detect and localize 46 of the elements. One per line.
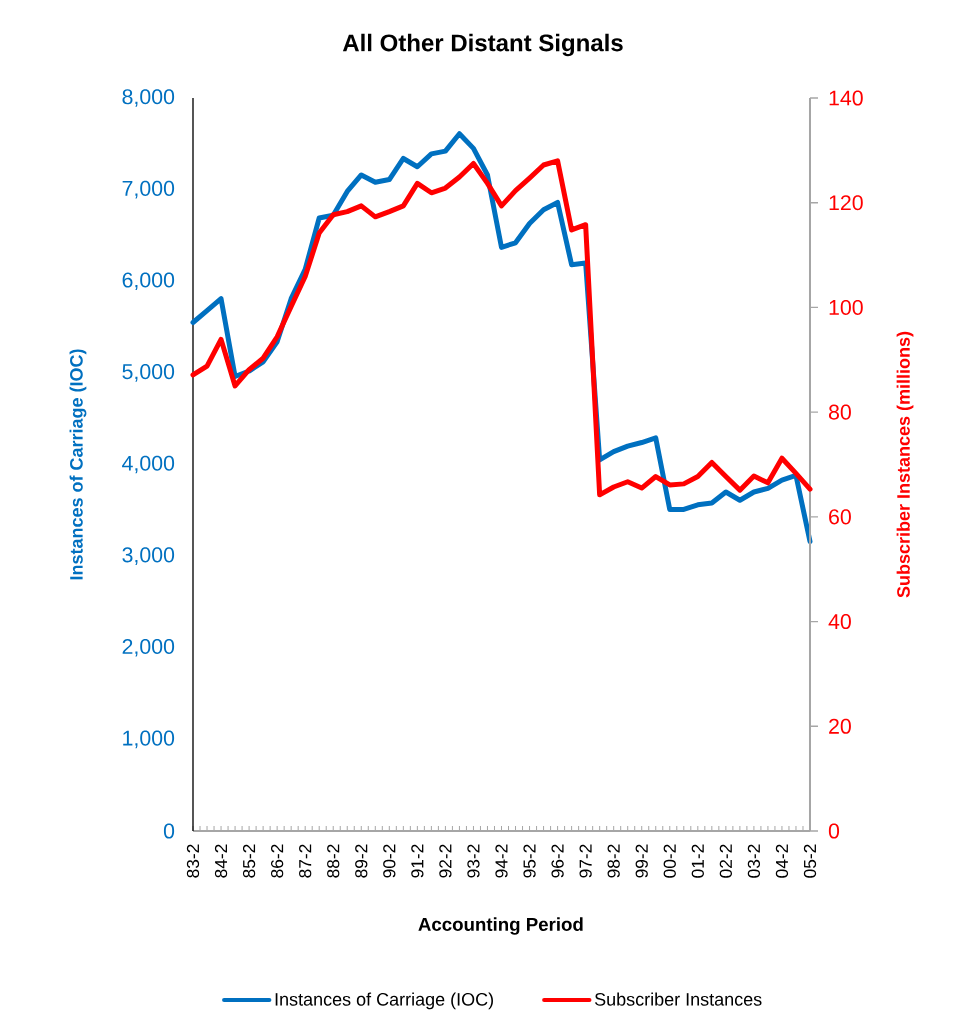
y-tick-label: 2,000	[122, 638, 175, 657]
x-tick-label: 02-2	[719, 844, 732, 878]
x-tick-label: 96-2	[551, 844, 564, 878]
x-tick-label: 92-2	[439, 844, 452, 878]
y-tick-label: 1,000	[123, 730, 175, 749]
x-tick-label: 93-2	[467, 844, 480, 878]
y-tick-label: 7,000	[122, 180, 175, 199]
x-tick-label: 98-2	[607, 844, 620, 878]
y2-tick-label: 40	[828, 614, 851, 630]
x-tick-label: 95-2	[523, 844, 536, 878]
x-tick-label: 84-2	[214, 844, 228, 878]
x-tick-label: 00-2	[663, 844, 676, 878]
x-tick-label: 86-2	[270, 844, 284, 878]
y2-axis-title: Subscriber Instances (millions)	[896, 331, 914, 598]
y2-tick-label: 140	[829, 90, 863, 106]
y2-tick-label: 20	[829, 718, 851, 734]
x-tick-label: 88-2	[327, 844, 340, 878]
x-tick-label: 94-2	[495, 844, 508, 878]
y-tick-label: 0	[163, 823, 175, 839]
chart-title: All Other Distant Signals	[342, 33, 623, 57]
x-tick-label: 90-2	[383, 844, 396, 878]
x-tick-label: 03-2	[747, 844, 761, 878]
y2-tick-label: 120	[829, 195, 863, 211]
x-tick-label: 91-2	[411, 844, 424, 878]
y2-tick-label: 0	[828, 823, 840, 839]
y2-tick-label: 80	[828, 404, 851, 420]
x-tick-label: 05-2	[803, 844, 817, 878]
y-axis-title: Instances of Carriage (IOC)	[69, 349, 87, 580]
x-tick-label: 01-2	[691, 844, 704, 878]
x-tick-label: 85-2	[242, 844, 256, 878]
x-tick-label: 99-2	[635, 844, 648, 878]
x-tick-label: 97-2	[579, 844, 592, 878]
legend-label: Instances of Carriage (IOC)	[275, 992, 493, 1010]
y-tick-label: 3,000	[122, 547, 175, 565]
y-tick-label: 5,000	[122, 364, 175, 382]
x-tick-label: 87-2	[299, 844, 312, 878]
y2-tick-label: 60	[829, 509, 851, 525]
y-tick-label: 6,000	[122, 272, 175, 291]
legend-label: Subscriber Instances	[594, 992, 762, 1006]
y2-tick-label: 100	[829, 299, 863, 315]
x-tick-label: 83-2	[186, 844, 200, 878]
x-axis-title: Accounting Period	[418, 917, 583, 935]
y-tick-label: 8,000	[122, 89, 175, 107]
y-tick-label: 4,000	[122, 455, 175, 474]
x-tick-label: 04-2	[775, 844, 789, 878]
x-tick-label: 89-2	[355, 844, 368, 878]
